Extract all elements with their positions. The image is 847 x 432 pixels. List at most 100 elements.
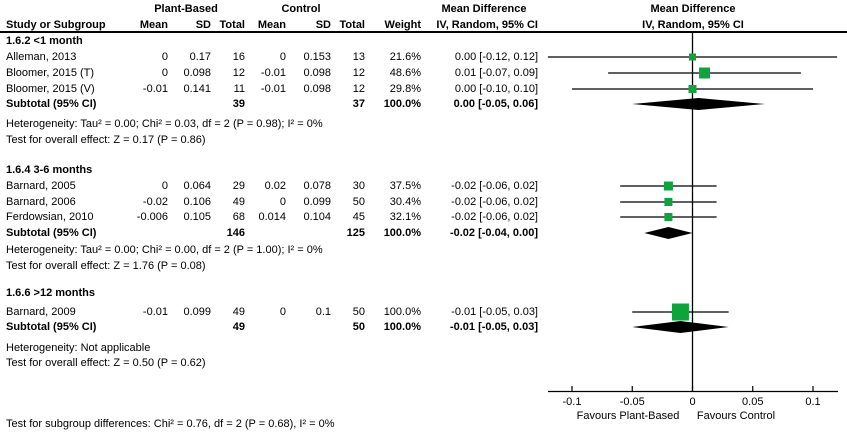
heterogeneity-text: Heterogeneity: Tau² = 0.00; Chi² = 0.03,…: [6, 118, 323, 130]
col-group-control: Control: [281, 3, 321, 15]
study-pb-total: 12: [232, 67, 245, 79]
subtotal-c-total: 50: [352, 321, 365, 333]
subtotal-c-total: 37: [352, 98, 365, 110]
study-name: Bloomer, 2015 (T): [6, 67, 95, 79]
subtotal-diamond: [632, 98, 765, 110]
subgroup-differences-test: Test for subgroup differences: Chi² = 0.…: [6, 418, 335, 430]
study-weight: 30.4%: [389, 196, 421, 208]
study-name: Ferdowsian, 2010: [6, 211, 94, 223]
study-pb-sd: 0.105: [183, 211, 211, 223]
subtotal-weight: 100.0%: [383, 321, 421, 333]
study-pb-mean: 0: [161, 67, 168, 79]
effect-square: [671, 303, 689, 321]
study-c-sd: 0.099: [303, 196, 331, 208]
effect-square: [688, 85, 697, 93]
study-pb-total: 11: [233, 83, 245, 95]
study-pb-sd: 0.099: [183, 306, 211, 318]
study-ci-text: -0.02 [-0.06, 0.02]: [451, 180, 538, 192]
study-c-sd: 0.1: [315, 306, 331, 318]
study-c-total: 45: [352, 211, 365, 223]
subtotal-c-total: 125: [346, 227, 365, 239]
study-pb-sd: 0.106: [183, 196, 211, 208]
study-pb-mean: -0.006: [136, 211, 168, 223]
subtotal-label: Subtotal (95% CI): [6, 321, 97, 333]
study-c-mean: 0: [279, 51, 286, 63]
study-name: Barnard, 2005: [6, 180, 76, 192]
axis-tick-label: -0.05: [619, 396, 645, 408]
study-c-sd: 0.153: [303, 51, 331, 63]
study-name: Barnard, 2006: [6, 196, 76, 208]
axis-tick-label: -0.1: [562, 396, 582, 408]
study-pb-mean: -0.02: [142, 196, 168, 208]
study-pb-mean: -0.01: [142, 83, 168, 95]
study-c-total: 13: [352, 51, 365, 63]
overall-effect-text: Test for overall effect: Z = 0.50 (P = 0…: [6, 357, 206, 369]
study-pb-total: 29: [232, 180, 245, 192]
study-c-mean: 0.02: [264, 180, 286, 192]
study-name: Bloomer, 2015 (V): [6, 83, 95, 95]
effect-square: [663, 181, 673, 191]
study-pb-mean: 0: [161, 180, 168, 192]
study-c-total: 12: [352, 67, 365, 79]
col-mean-difference-values: Mean Difference: [441, 3, 527, 15]
study-weight: 29.8%: [389, 83, 421, 95]
study-ci-text: -0.02 [-0.06, 0.02]: [451, 211, 538, 223]
study-c-total: 50: [352, 306, 365, 318]
study-pb-total: 16: [232, 51, 245, 63]
study-pb-mean: 0: [161, 51, 168, 63]
subtotal-label: Subtotal (95% CI): [6, 98, 97, 110]
col-plant-total: Total: [219, 19, 245, 31]
study-c-total: 30: [352, 180, 365, 192]
study-pb-total: 68: [232, 211, 245, 223]
study-c-sd: 0.104: [303, 211, 331, 223]
axis-tick-label: 0.05: [742, 396, 764, 408]
study-ci-text: 0.01 [-0.07, 0.09]: [454, 67, 538, 79]
header-rule: [0, 31, 847, 33]
col-plant-mean: Mean: [139, 19, 168, 31]
study-c-mean: -0.01: [260, 67, 286, 79]
heterogeneity-text: Heterogeneity: Tau² = 0.00; Chi² = 0.00,…: [6, 244, 323, 256]
study-pb-total: 49: [232, 196, 245, 208]
col-weight: Weight: [384, 19, 421, 31]
subtotal-weight: 100.0%: [383, 98, 421, 110]
study-c-sd: 0.078: [303, 180, 331, 192]
subtotal-diamond: [632, 321, 729, 333]
col-study-or-subgroup: Study or Subgroup: [6, 19, 106, 31]
study-weight: 100.0%: [383, 306, 421, 318]
subgroup-title: 1.6.2 <1 month: [6, 35, 83, 47]
subtotal-pb-total: 146: [226, 227, 245, 239]
study-weight: 32.1%: [389, 211, 421, 223]
subtotal-ci-text: -0.02 [-0.04, 0.00]: [449, 227, 538, 239]
axis-favours-left-label: Favours Plant-Based: [576, 410, 680, 422]
effect-square: [664, 213, 673, 221]
overall-effect-text: Test for overall effect: Z = 1.76 (P = 0…: [6, 260, 206, 272]
study-c-sd: 0.098: [303, 67, 331, 79]
col-mean-difference-plot: Mean Difference: [650, 3, 736, 15]
subtotal-pb-total: 49: [232, 321, 245, 333]
study-c-mean: 0: [279, 306, 286, 318]
subgroup-title: 1.6.6 >12 months: [6, 287, 95, 299]
col-group-plant-based: Plant-Based: [154, 3, 218, 15]
subtotal-ci-text: -0.01 [-0.05, 0.03]: [449, 321, 538, 333]
col-plant-sd: SD: [195, 19, 211, 31]
study-c-sd: 0.098: [303, 83, 331, 95]
effect-square: [699, 67, 711, 79]
subtotal-ci-text: 0.00 [-0.05, 0.06]: [453, 98, 538, 110]
study-pb-sd: 0.064: [183, 180, 211, 192]
effect-square: [689, 53, 696, 61]
study-ci-text: -0.02 [-0.06, 0.02]: [451, 196, 538, 208]
subtotal-label: Subtotal (95% CI): [6, 227, 97, 239]
axis-tick-label: 0.1: [805, 396, 821, 408]
axis-tick-label: 0: [689, 396, 696, 408]
subtotal-weight: 100.0%: [383, 227, 421, 239]
study-name: Barnard, 2009: [6, 306, 76, 318]
study-weight: 37.5%: [389, 180, 421, 192]
subtotal-pb-total: 39: [232, 98, 245, 110]
study-pb-sd: 0.17: [189, 51, 211, 63]
study-c-mean: 0: [279, 196, 286, 208]
study-c-total: 50: [352, 196, 365, 208]
study-pb-sd: 0.098: [183, 67, 211, 79]
study-ci-text: -0.01 [-0.05, 0.03]: [451, 306, 538, 318]
